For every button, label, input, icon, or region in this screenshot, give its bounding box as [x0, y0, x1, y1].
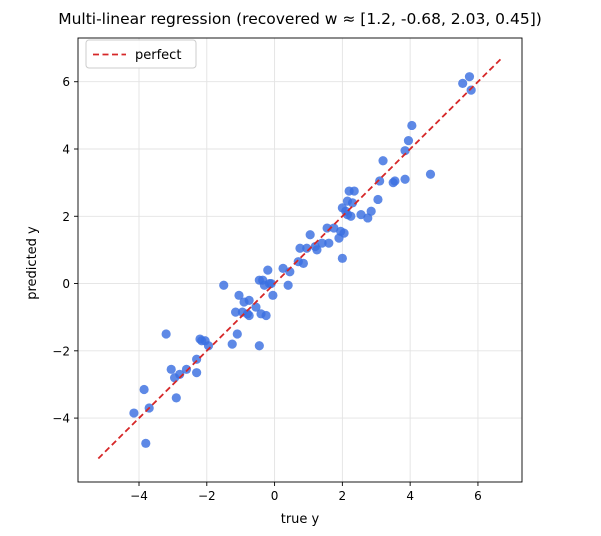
x-tick-label: −4: [130, 489, 148, 503]
legend-label-perfect: perfect: [135, 48, 181, 63]
data-point: [141, 438, 151, 448]
data-point: [261, 310, 271, 321]
data-points: [129, 72, 476, 448]
data-point: [346, 211, 356, 221]
legend: perfect: [85, 39, 197, 69]
legend-box: [85, 39, 197, 69]
data-point: [378, 156, 388, 166]
data-point: [298, 258, 308, 268]
x-tick-label: 4: [406, 489, 414, 503]
data-point: [283, 280, 293, 290]
data-point: [356, 209, 366, 220]
data-point: [317, 238, 327, 248]
data-point: [366, 206, 376, 216]
data-point: [244, 295, 254, 305]
y-tick-label: 0: [62, 277, 70, 291]
data-point: [305, 230, 315, 240]
data-point: [375, 176, 385, 186]
data-point: [347, 198, 358, 208]
data-point: [466, 85, 476, 95]
data-point: [192, 354, 202, 364]
data-point: [373, 194, 383, 205]
data-point: [464, 72, 475, 82]
data-point: [324, 238, 334, 248]
data-point: [295, 243, 305, 253]
data-point: [231, 307, 241, 317]
data-point: [458, 78, 468, 89]
data-point: [244, 310, 254, 321]
x-tick-label: 0: [271, 489, 279, 503]
grid: [78, 38, 522, 482]
data-point: [337, 253, 347, 263]
x-axis-ticks: −4 −2 0 2 4 6: [130, 482, 482, 503]
x-axis-label: true y: [281, 512, 320, 527]
data-point: [161, 329, 171, 339]
data-point: [278, 263, 288, 274]
data-point: [390, 176, 400, 186]
chart-title: Multi-linear regression (recovered w ≈ […: [58, 10, 542, 28]
x-tick-label: 2: [339, 489, 347, 503]
data-point: [263, 265, 273, 275]
x-tick-label: −2: [198, 489, 216, 503]
data-point: [219, 280, 229, 290]
data-point: [329, 223, 339, 233]
data-point: [407, 120, 417, 131]
data-point: [232, 329, 242, 339]
data-point: [234, 290, 244, 300]
data-point: [227, 339, 237, 349]
y-tick-label: 6: [62, 75, 70, 89]
data-point: [339, 228, 349, 238]
data-point: [403, 135, 414, 146]
data-point: [192, 368, 202, 378]
data-point: [181, 364, 192, 374]
y-tick-label: −2: [52, 344, 70, 358]
data-point: [251, 302, 261, 312]
data-point: [400, 146, 410, 156]
data-point: [266, 278, 276, 289]
y-axis-ticks: −4 −2 0 2 4 6: [52, 75, 78, 426]
data-point: [312, 245, 322, 255]
data-point: [425, 169, 436, 179]
data-point: [139, 384, 149, 395]
data-point: [349, 186, 359, 196]
data-point: [400, 174, 410, 184]
data-point: [129, 408, 139, 418]
plot-frame: [77, 37, 523, 483]
x-tick-label: 6: [474, 489, 482, 503]
y-axis-label: predicted y: [25, 226, 40, 300]
data-point: [171, 393, 181, 403]
data-point: [166, 364, 176, 374]
y-tick-label: −4: [52, 412, 70, 426]
data-point: [268, 290, 278, 300]
data-point: [254, 341, 264, 351]
y-tick-label: 2: [62, 210, 70, 224]
y-tick-label: 4: [62, 143, 70, 157]
